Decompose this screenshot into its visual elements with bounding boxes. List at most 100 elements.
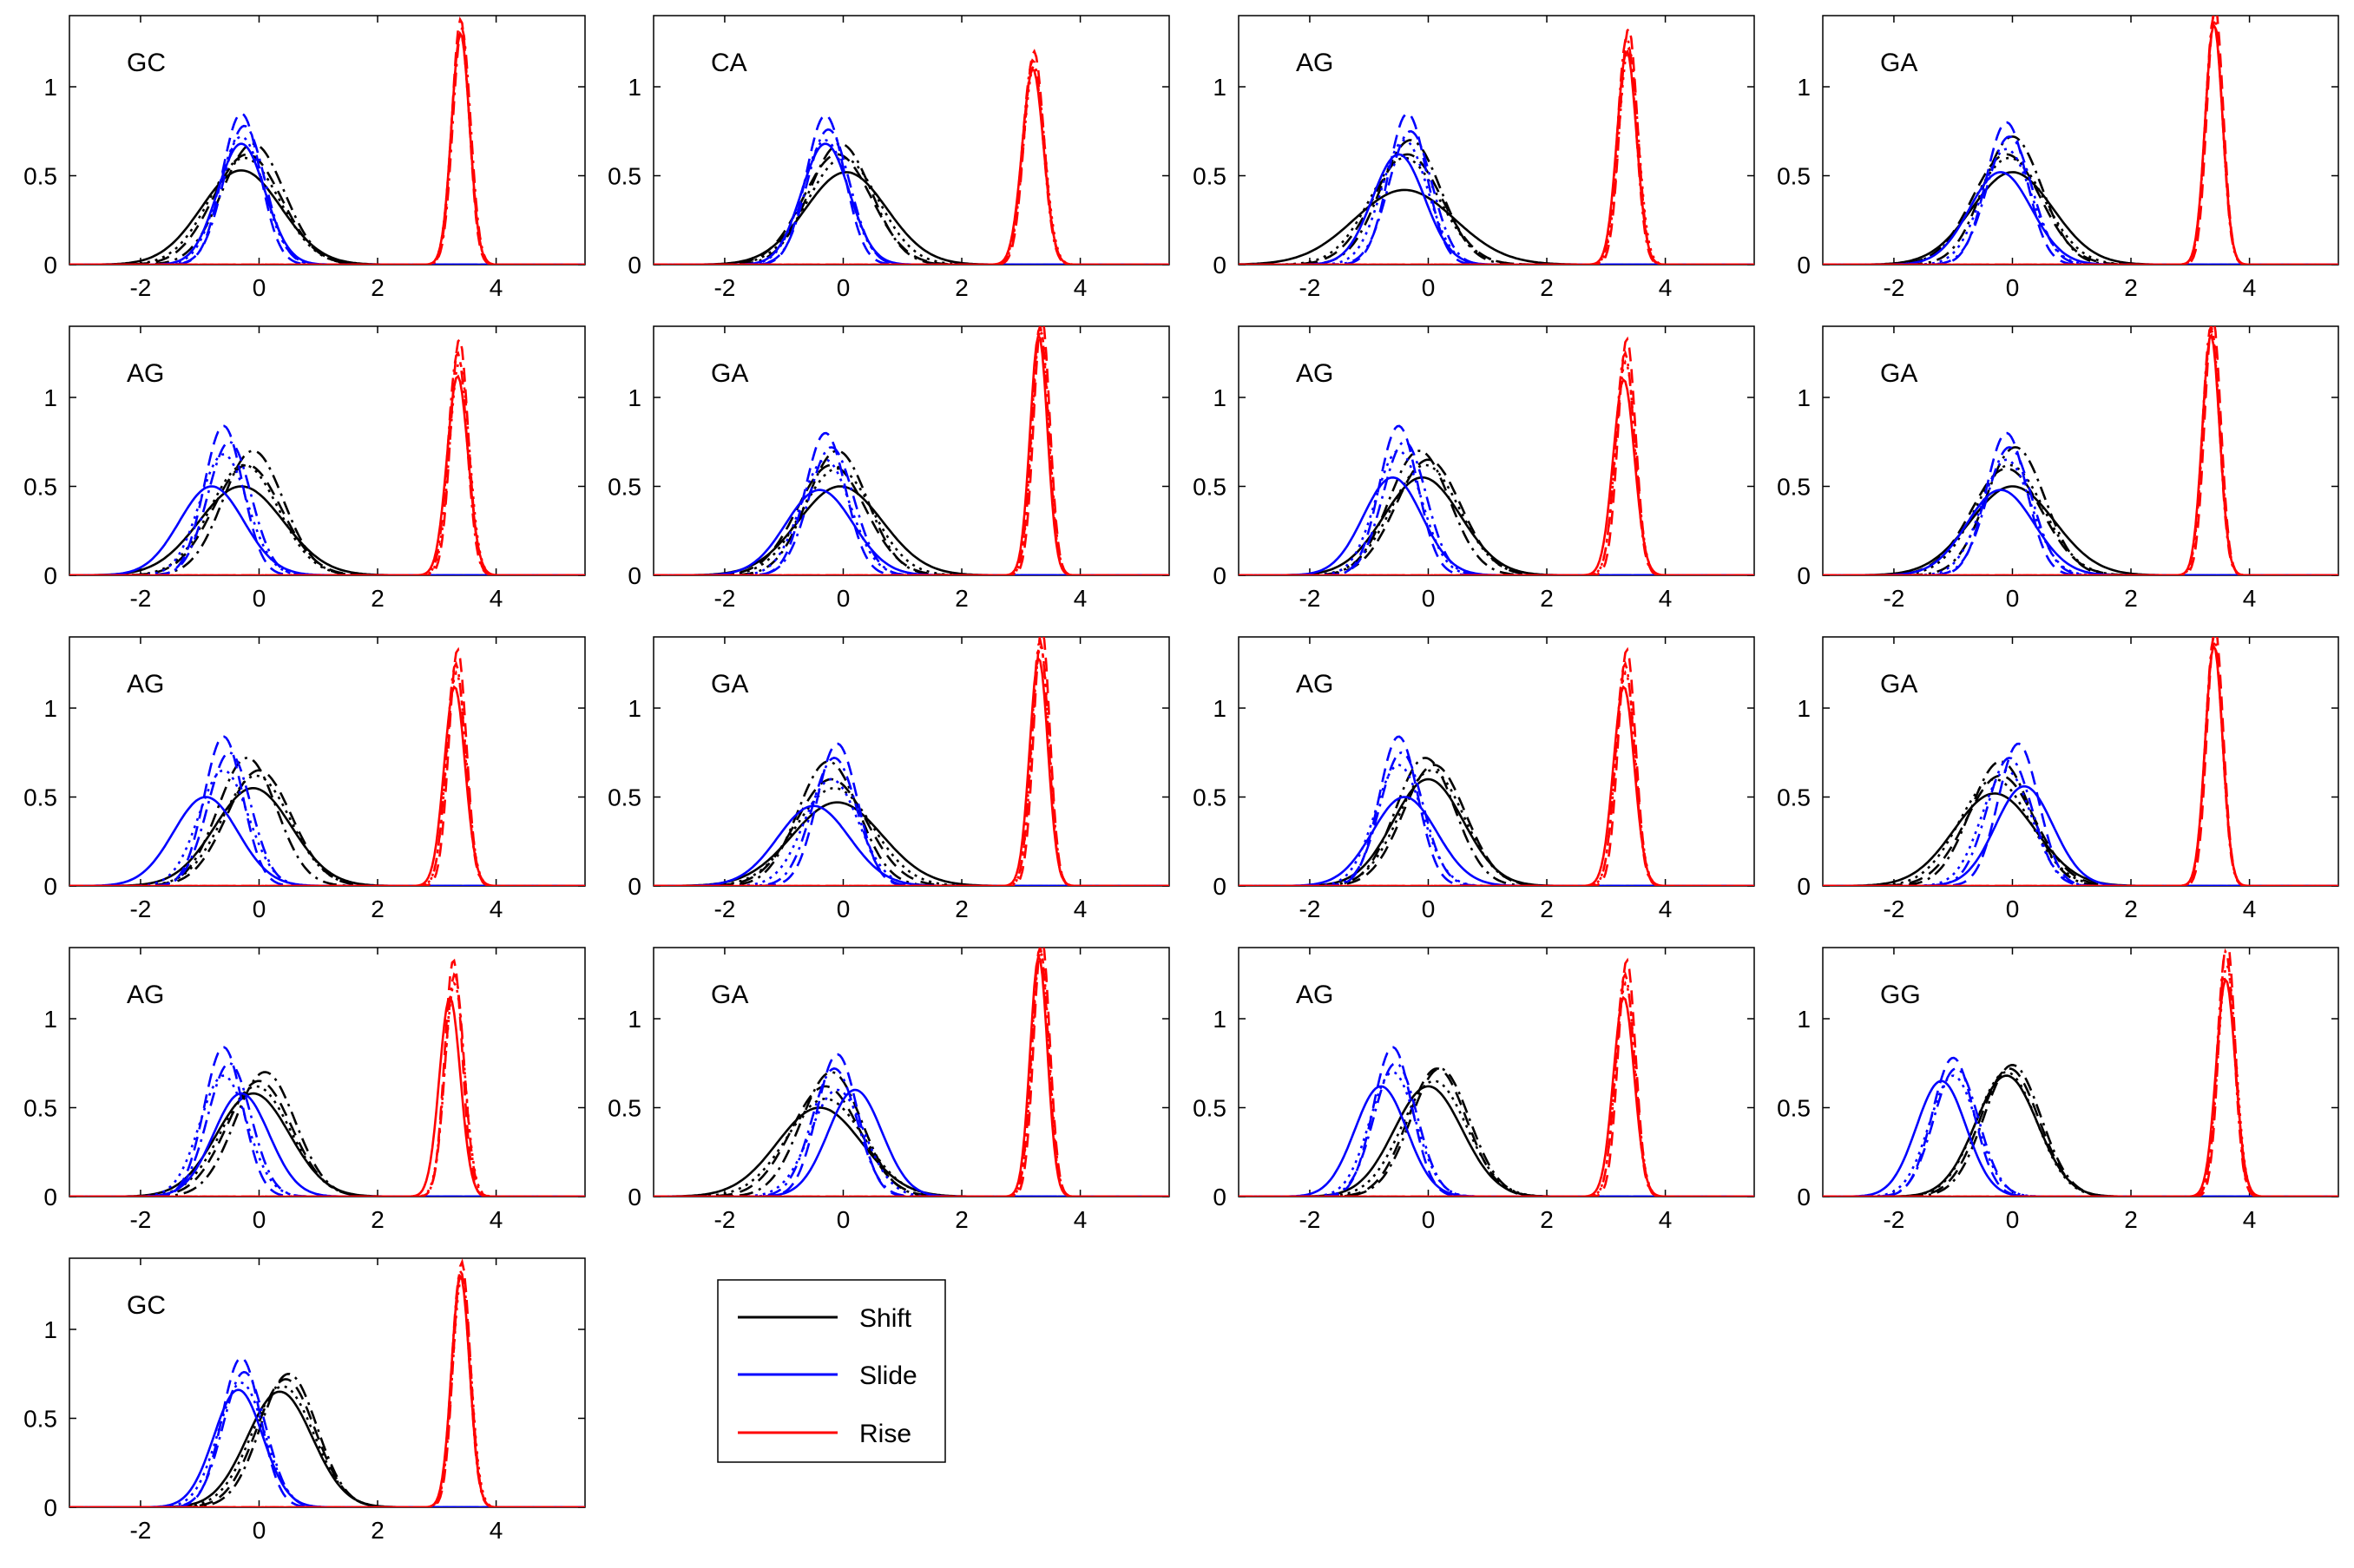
y-tick-label: 0.5 bbox=[23, 1406, 57, 1433]
y-tick-label: 0.5 bbox=[1193, 784, 1226, 811]
x-tick-label: 2 bbox=[2124, 585, 2138, 612]
panel-12: -2 0 2 4 0 0.5 1 GA bbox=[1777, 636, 2339, 922]
y-tick-label: 0.5 bbox=[608, 1095, 641, 1122]
y-tick-label: 0.5 bbox=[1193, 474, 1226, 501]
shift-curve bbox=[654, 156, 1169, 265]
y-tick-label: 0.5 bbox=[1193, 163, 1226, 190]
y-tick-label: 0 bbox=[628, 562, 641, 589]
y-tick-label: 0 bbox=[1797, 252, 1811, 279]
x-tick-label: 0 bbox=[1422, 585, 1436, 612]
panel-title: GA bbox=[1880, 670, 1917, 699]
panel-7: -2 0 2 4 0 0.5 1 AG bbox=[1193, 325, 1755, 612]
curves bbox=[654, 49, 1169, 265]
x-tick-label: 0 bbox=[1422, 896, 1436, 922]
x-tick-label: 2 bbox=[1540, 274, 1554, 301]
y-tick-label: 0 bbox=[1213, 873, 1226, 900]
axes-frame bbox=[1822, 15, 2339, 266]
axes-frame bbox=[1238, 15, 1755, 266]
x-tick-label: -2 bbox=[129, 1206, 151, 1233]
y-tick-label: 0 bbox=[43, 1184, 57, 1210]
panel-5: -2 0 2 4 0 0.5 1 AG bbox=[23, 325, 586, 612]
axes-frame bbox=[69, 325, 586, 576]
axes-frame bbox=[653, 15, 1170, 266]
shift-curve bbox=[1823, 760, 2338, 886]
x-tick-label: 0 bbox=[253, 274, 266, 301]
x-tick-label: 0 bbox=[2006, 585, 2020, 612]
panel-8: -2 0 2 4 0 0.5 1 GA bbox=[1777, 325, 2339, 612]
x-tick-label: 4 bbox=[1659, 585, 1673, 612]
curves bbox=[69, 958, 585, 1197]
x-tick-label: 0 bbox=[837, 274, 851, 301]
x-tick-label: 4 bbox=[490, 896, 503, 922]
shift-curve bbox=[654, 786, 1169, 886]
curves bbox=[1239, 957, 1754, 1197]
x-tick-label: -2 bbox=[713, 896, 735, 922]
y-tick-label: 1 bbox=[1797, 74, 1811, 101]
x-tick-label: 2 bbox=[955, 585, 969, 612]
x-tick-label: 4 bbox=[1659, 1206, 1673, 1233]
panel-title: AG bbox=[127, 670, 164, 699]
x-tick-label: 2 bbox=[2124, 274, 2138, 301]
x-tick-label: 4 bbox=[1074, 585, 1088, 612]
x-tick-label: 4 bbox=[490, 1206, 503, 1233]
x-tick-label: 4 bbox=[1074, 896, 1088, 922]
curves bbox=[654, 948, 1169, 1197]
x-tick-label: -2 bbox=[713, 585, 735, 612]
slide-curve bbox=[69, 1074, 585, 1197]
panel-title: AG bbox=[1296, 359, 1333, 388]
rise-curve bbox=[1823, 962, 2338, 1197]
y-tick-label: 0 bbox=[43, 252, 57, 279]
x-tick-label: 4 bbox=[2243, 585, 2257, 612]
axes-frame bbox=[1822, 325, 2339, 576]
y-tick-label: 1 bbox=[1797, 384, 1811, 411]
curves bbox=[1239, 26, 1754, 265]
y-tick-label: 0 bbox=[628, 252, 641, 279]
y-tick-label: 0.5 bbox=[1777, 474, 1811, 501]
shift-curve bbox=[1239, 476, 1754, 575]
y-tick-label: 0 bbox=[43, 562, 57, 589]
x-tick-label: 2 bbox=[371, 585, 385, 612]
slide-curve bbox=[1239, 1085, 1754, 1197]
axes-frame bbox=[653, 636, 1170, 887]
y-tick-label: 0.5 bbox=[608, 474, 641, 501]
shift-curve bbox=[1239, 458, 1754, 575]
x-tick-label: 2 bbox=[2124, 896, 2138, 922]
x-tick-label: 4 bbox=[490, 585, 503, 612]
shift-curve bbox=[1823, 446, 2338, 575]
panel-title: AG bbox=[1296, 49, 1333, 77]
panel-9: -2 0 2 4 0 0.5 1 AG bbox=[23, 636, 586, 922]
shift-curve bbox=[1239, 188, 1754, 265]
x-tick-label: 4 bbox=[1659, 274, 1673, 301]
y-tick-label: 0 bbox=[1213, 1184, 1226, 1210]
shift-curve bbox=[1239, 156, 1754, 265]
slide-curve bbox=[1823, 489, 2338, 575]
x-tick-label: 0 bbox=[253, 1517, 266, 1544]
curves bbox=[1823, 637, 2338, 886]
axes-frame bbox=[69, 947, 586, 1197]
panel-11: -2 0 2 4 0 0.5 1 AG bbox=[1193, 636, 1755, 922]
shift-curve bbox=[1823, 1063, 2338, 1197]
y-tick-label: 0.5 bbox=[1777, 163, 1811, 190]
y-tick-label: 0 bbox=[1213, 252, 1226, 279]
x-tick-label: 2 bbox=[955, 1206, 969, 1233]
curves bbox=[654, 637, 1169, 886]
y-tick-label: 1 bbox=[1213, 1006, 1226, 1033]
x-tick-label: 0 bbox=[2006, 896, 2020, 922]
slide-curve bbox=[1823, 171, 2338, 265]
axes-frame bbox=[69, 15, 586, 266]
panel-14: -2 0 2 4 0 0.5 1 GA bbox=[608, 947, 1170, 1233]
x-tick-label: 2 bbox=[1540, 896, 1554, 922]
x-tick-label: 0 bbox=[837, 896, 851, 922]
panel-title: AG bbox=[1296, 670, 1333, 699]
x-tick-label: -2 bbox=[1299, 274, 1320, 301]
shift-curve bbox=[654, 1106, 1169, 1197]
shift-curve bbox=[654, 171, 1169, 265]
y-tick-label: 0.5 bbox=[23, 784, 57, 811]
curves bbox=[1239, 336, 1754, 575]
rise-curve bbox=[1823, 948, 2338, 1197]
x-tick-label: 0 bbox=[1422, 1206, 1436, 1233]
x-tick-label: 0 bbox=[253, 896, 266, 922]
shift-curve bbox=[1239, 757, 1754, 886]
shift-curve bbox=[654, 760, 1169, 886]
